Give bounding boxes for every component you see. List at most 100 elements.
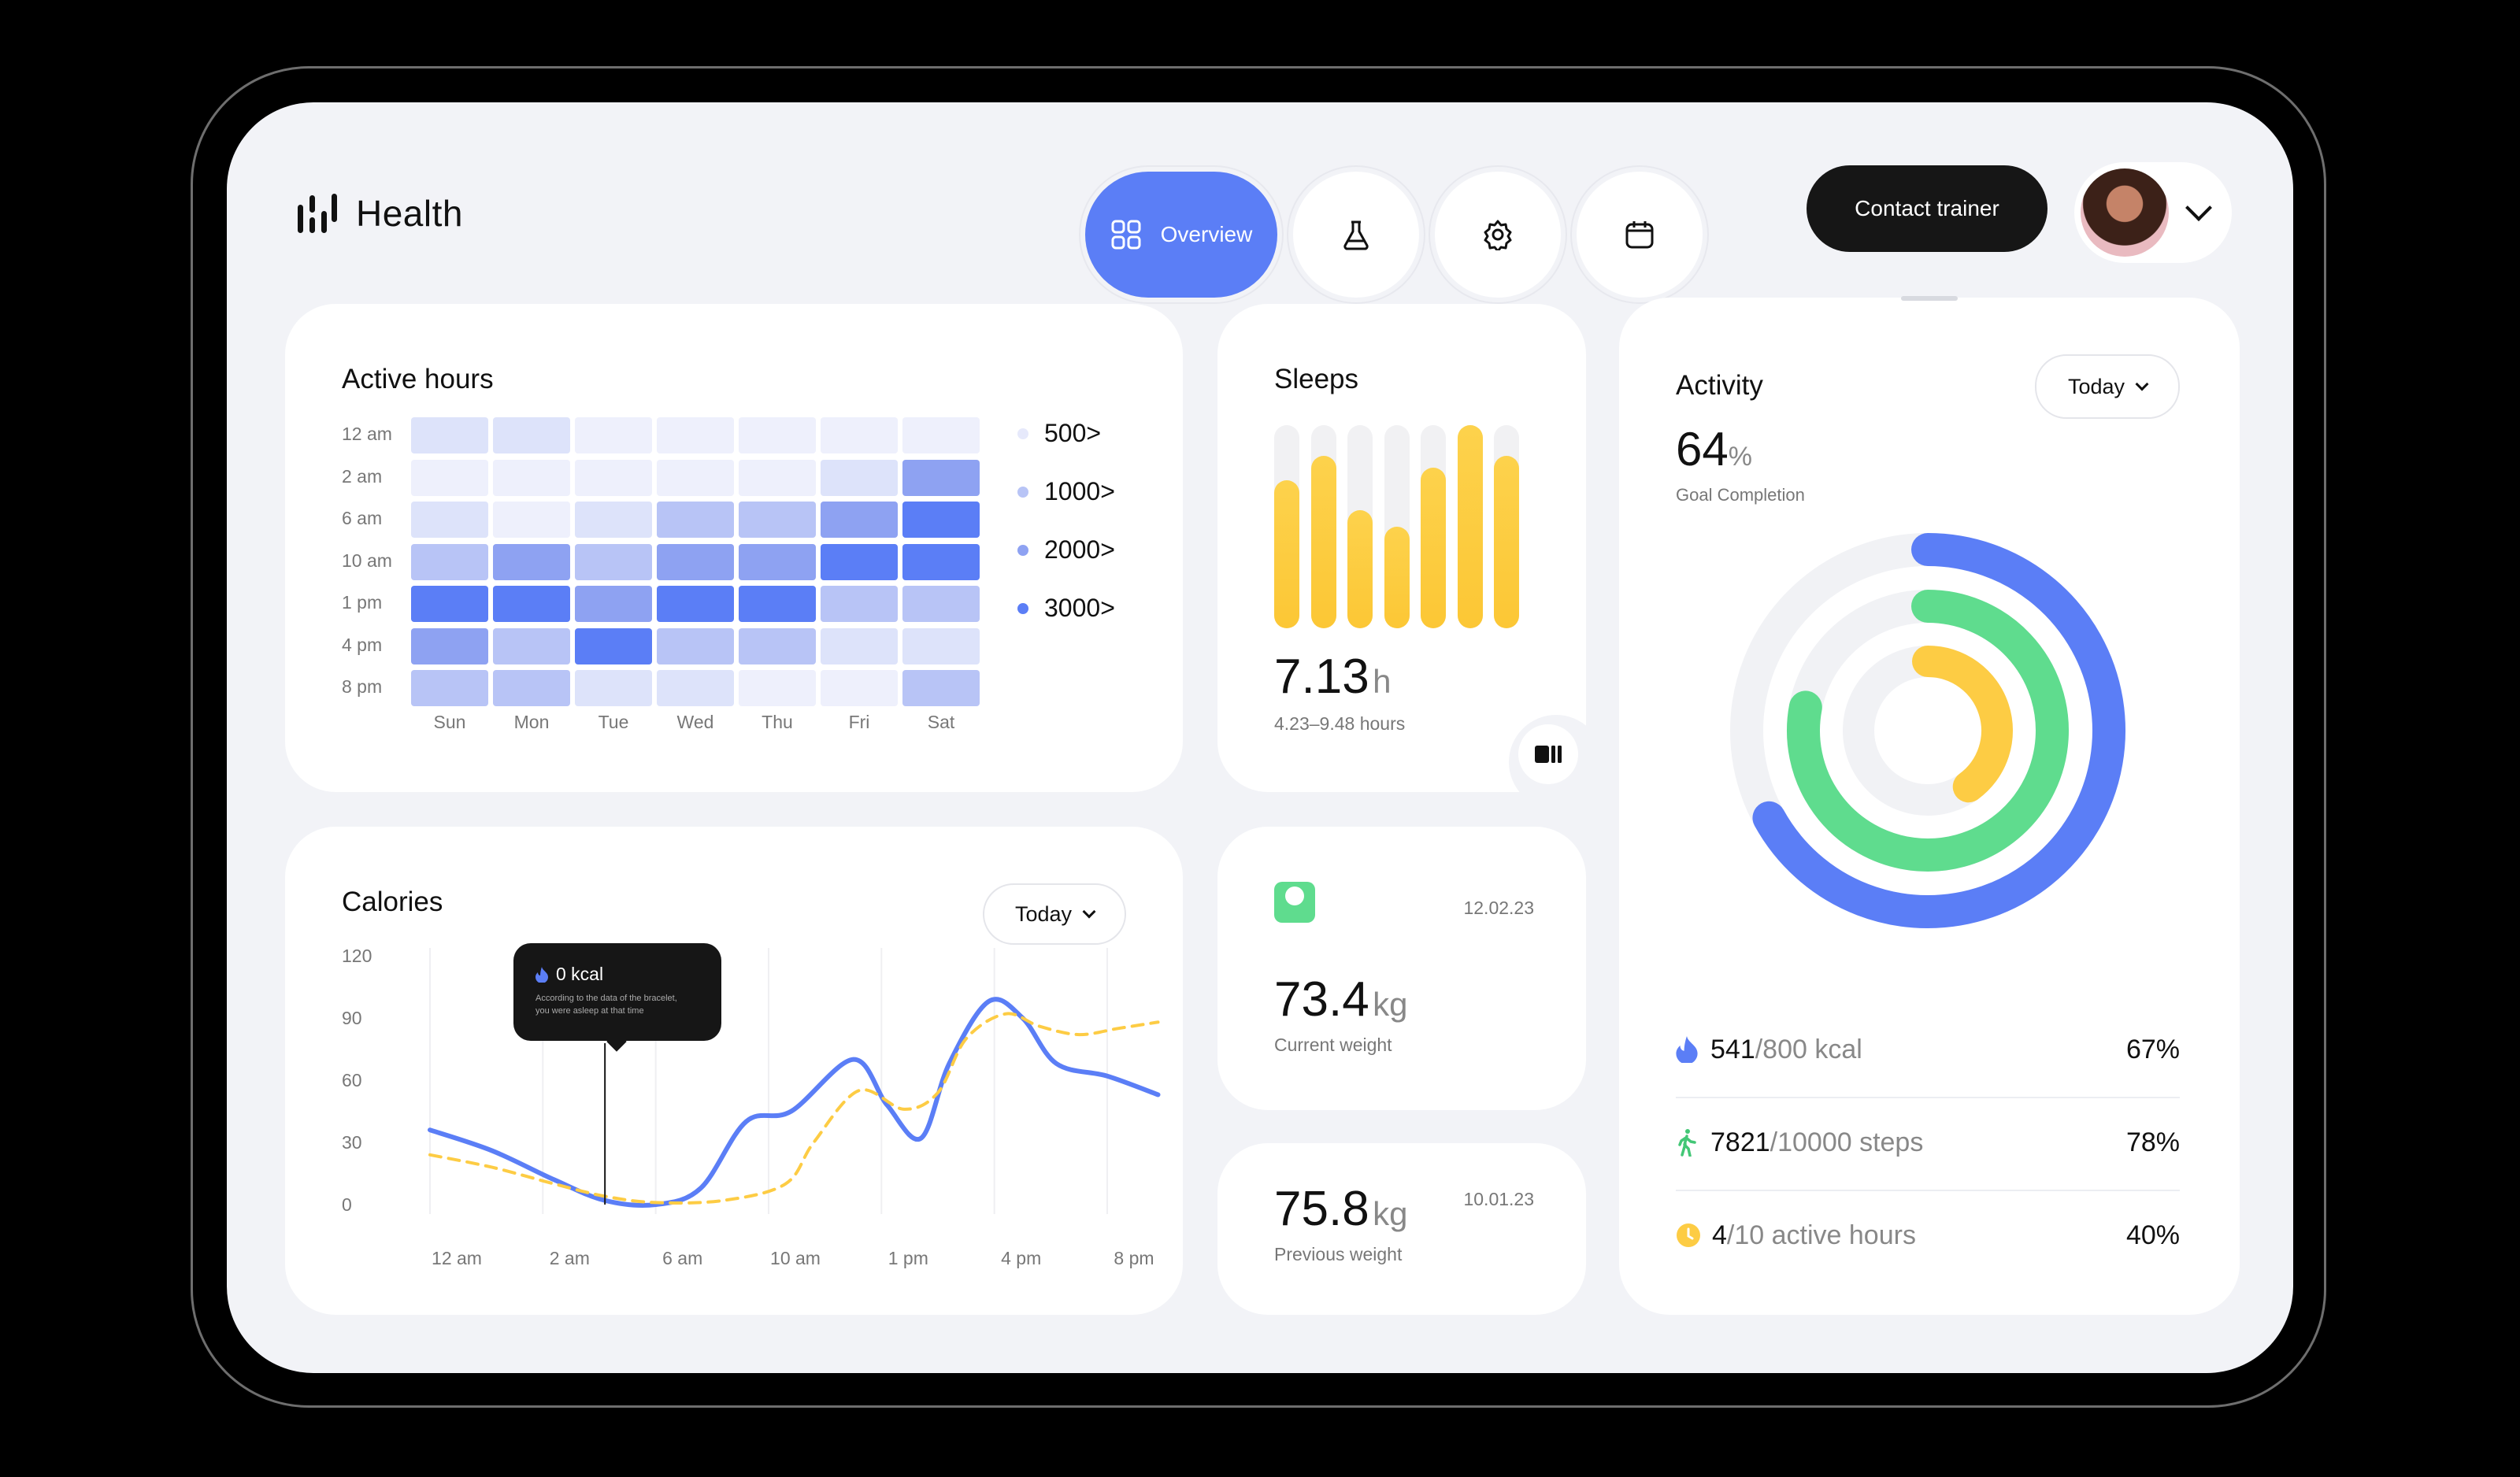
heatmap-cell[interactable] xyxy=(902,502,980,538)
heatmap-day-label: Tue xyxy=(598,712,629,732)
heatmap-cell[interactable] xyxy=(411,459,488,496)
heatmap-row-label: 10 am xyxy=(342,550,392,571)
heatmap-cell[interactable] xyxy=(493,627,570,664)
heatmap-cell[interactable] xyxy=(902,417,980,453)
heatmap-cell[interactable] xyxy=(575,502,652,538)
sleep-toggle-button[interactable] xyxy=(1518,724,1578,784)
heatmap-cell[interactable] xyxy=(657,417,734,453)
heatmap-cell[interactable] xyxy=(493,543,570,580)
heatmap-cell[interactable] xyxy=(411,586,488,622)
calories-card: Calories Today 120 90 60 30 0 12 am 2 am 6 am 10… xyxy=(285,827,1183,1315)
card-title: Activity xyxy=(1676,370,1763,401)
heatmap-cell[interactable] xyxy=(821,543,898,580)
heatmap-cell[interactable] xyxy=(902,670,980,706)
chevron-down-icon[interactable] xyxy=(2185,194,2212,221)
heatmap-cell[interactable] xyxy=(821,586,898,622)
heatmap-cell[interactable] xyxy=(657,586,734,622)
tab-overview[interactable]: Overview xyxy=(1080,167,1282,302)
heatmap-cell[interactable] xyxy=(821,417,898,453)
sleep-bar-track xyxy=(1274,425,1299,628)
heatmap-cell[interactable] xyxy=(411,417,488,453)
series-line-solid xyxy=(428,997,1161,1209)
sleep-bar[interactable] xyxy=(1384,527,1410,628)
heatmap-cell[interactable] xyxy=(575,586,652,622)
weight-value: 75.8 kg xyxy=(1274,1181,1407,1237)
stat-target: /10 active hours xyxy=(1726,1220,1916,1250)
heatmap-cell[interactable] xyxy=(493,417,570,453)
sleep-bar[interactable] xyxy=(1494,455,1519,628)
heatmap-cell[interactable] xyxy=(411,670,488,706)
heatmap-cell[interactable] xyxy=(821,502,898,538)
bars-toggle-icon xyxy=(1535,746,1562,763)
heatmap-cell[interactable] xyxy=(902,627,980,664)
heatmap-cell[interactable] xyxy=(739,586,816,622)
heatmap-cell[interactable] xyxy=(821,627,898,664)
profile-menu[interactable] xyxy=(2074,162,2232,263)
heatmap-cell[interactable] xyxy=(411,627,488,664)
sleep-bar[interactable] xyxy=(1310,455,1336,628)
y-tick-label: 120 xyxy=(342,946,372,966)
legend-item: 1000> xyxy=(1017,477,1115,506)
heatmap-cell[interactable] xyxy=(411,502,488,538)
tooltip-text-2: you were asleep at that time xyxy=(536,1006,644,1016)
stat-value: 4 xyxy=(1712,1220,1727,1250)
heatmap-cell[interactable] xyxy=(739,627,816,664)
card-title: Calories xyxy=(342,887,443,917)
heatmap-cell[interactable] xyxy=(657,627,734,664)
heatmap-cell[interactable] xyxy=(902,459,980,496)
heatmap-day-label: Mon xyxy=(513,712,550,732)
tab-settings[interactable] xyxy=(1430,167,1566,302)
heatmap-cell[interactable] xyxy=(739,670,816,706)
calories-period-dropdown[interactable]: Today xyxy=(983,883,1126,945)
heatmap-cell[interactable] xyxy=(657,543,734,580)
activity-period-dropdown[interactable]: Today xyxy=(2035,354,2180,419)
heatmap-cell[interactable] xyxy=(575,543,652,580)
heatmap-cell[interactable] xyxy=(575,627,652,664)
device-frame xyxy=(191,66,2326,1408)
weight-number: 75.8 xyxy=(1274,1182,1369,1236)
heatmap-cell[interactable] xyxy=(657,670,734,706)
sleep-bar[interactable] xyxy=(1347,510,1373,628)
chevron-down-icon xyxy=(2135,377,2149,391)
card-title: Sleeps xyxy=(1274,364,1359,394)
heatmap-cell[interactable] xyxy=(657,502,734,538)
heatmap-cell[interactable] xyxy=(493,670,570,706)
sleep-value: 7.13 h xyxy=(1274,649,1391,705)
sleep-bar[interactable] xyxy=(1457,425,1483,628)
y-tick-label: 60 xyxy=(342,1070,362,1090)
sleep-bar[interactable] xyxy=(1274,479,1299,628)
heatmap-cell[interactable] xyxy=(739,502,816,538)
avatar[interactable] xyxy=(2081,168,2169,257)
sleep-bar-track xyxy=(1384,425,1410,628)
tooltip-title: 0 kcal xyxy=(536,964,603,985)
heatmap-cell[interactable] xyxy=(575,459,652,496)
ring-progress-active-hours xyxy=(1912,646,2013,803)
card-title: Active hours xyxy=(342,364,494,394)
heatmap-cell[interactable] xyxy=(411,543,488,580)
heatmap-cell[interactable] xyxy=(902,543,980,580)
heatmap-cell[interactable] xyxy=(493,586,570,622)
heatmap-cell[interactable] xyxy=(657,459,734,496)
heatmap-cell[interactable] xyxy=(821,670,898,706)
heatmap-row-label: 6 am xyxy=(342,508,383,528)
heatmap-cell[interactable] xyxy=(902,586,980,622)
stat-target: /800 kcal xyxy=(1755,1034,1862,1064)
sleep-bar[interactable] xyxy=(1421,468,1446,628)
heatmap-cell[interactable] xyxy=(575,417,652,453)
legend-dot xyxy=(1017,428,1028,439)
heatmap-cell[interactable] xyxy=(493,459,570,496)
contact-trainer-button[interactable]: Contact trainer xyxy=(1807,165,2048,252)
heatmap-cell[interactable] xyxy=(739,543,816,580)
legend-item: 3000> xyxy=(1017,594,1115,623)
heatmap-cell[interactable] xyxy=(493,502,570,538)
activity-rings xyxy=(1730,533,2125,928)
heatmap-day-label: Thu xyxy=(762,712,793,732)
heatmap-cell[interactable] xyxy=(739,417,816,453)
heatmap-cell[interactable] xyxy=(575,670,652,706)
heatmap-row-label: 8 pm xyxy=(342,676,383,697)
tab-lab[interactable] xyxy=(1288,167,1424,302)
weight-label: Current weight xyxy=(1274,1035,1392,1055)
heatmap-cell[interactable] xyxy=(821,459,898,496)
tab-calendar[interactable] xyxy=(1572,167,1707,302)
heatmap-cell[interactable] xyxy=(739,459,816,496)
